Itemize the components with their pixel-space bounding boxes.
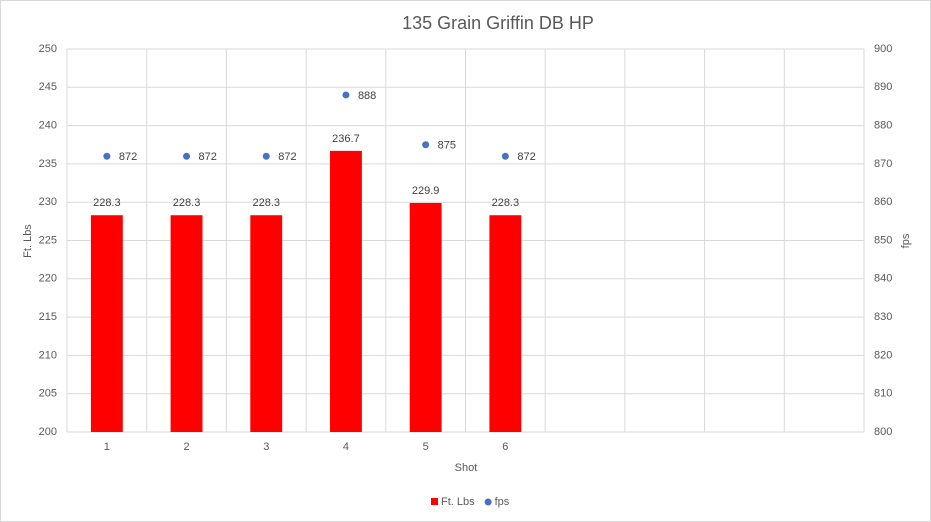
y2-tick-label: 890 [874,81,892,93]
y2-tick-label: 800 [874,426,892,438]
data-label: 872 [199,151,217,163]
y-tick-label: 250 [39,43,57,55]
y2-tick-label: 850 [874,234,892,246]
y-tick-label: 230 [39,196,57,208]
y2-tick-label: 880 [874,120,892,132]
y2-tick-label: 830 [874,311,892,323]
bar [489,215,522,432]
y-tick-label: 225 [39,234,57,246]
point [103,152,111,160]
data-label: 236.7 [332,133,360,145]
y2-tick-label: 840 [874,273,892,285]
y2-tick-label: 860 [874,196,892,208]
data-label: 229.9 [412,185,440,197]
y2-tick-label: 870 [874,158,892,170]
data-label: 875 [438,140,456,152]
y-axis-label: Ft. Lbs [22,224,34,258]
point [183,152,191,160]
bar [90,215,123,432]
data-label: 872 [517,151,535,163]
x-tick-label: 1 [104,441,110,453]
bar [170,215,203,432]
y-tick-label: 220 [39,273,57,285]
y2-axis-label: fps [900,233,912,248]
x-tick-label: 6 [502,441,508,453]
y-tick-label: 245 [39,81,57,93]
point [501,152,509,160]
legend-label: Ft. Lbs [441,496,475,508]
data-label: 228.3 [93,197,121,209]
y2-tick-label: 820 [874,349,892,361]
y-tick-label: 215 [39,311,57,323]
x-tick-label: 2 [183,441,189,453]
legend-label: fps [495,496,510,508]
y-tick-label: 205 [39,388,57,400]
y-tick-label: 200 [39,426,57,438]
y-tick-label: 240 [39,120,57,132]
data-label: 228.3 [173,197,201,209]
data-label: 888 [358,90,376,102]
point [422,141,430,149]
y-tick-label: 235 [39,158,57,170]
chart-title: 135 Grain Griffin DB HP [402,13,594,33]
data-label: 872 [119,151,137,163]
x-tick-label: 5 [423,441,429,453]
bar [250,215,283,432]
point [342,91,350,99]
data-label: 872 [278,151,296,163]
legend-swatch [484,498,492,506]
y2-tick-label: 900 [874,43,892,55]
point [262,152,270,160]
y-tick-label: 210 [39,349,57,361]
legend-swatch [431,498,438,505]
bar [409,202,442,432]
x-tick-label: 3 [263,441,269,453]
y2-tick-label: 810 [874,388,892,400]
bar [330,150,362,433]
x-tick-label: 4 [343,441,349,453]
data-label: 228.3 [252,197,280,209]
x-axis-label: Shot [455,462,478,474]
data-label: 228.3 [492,197,520,209]
